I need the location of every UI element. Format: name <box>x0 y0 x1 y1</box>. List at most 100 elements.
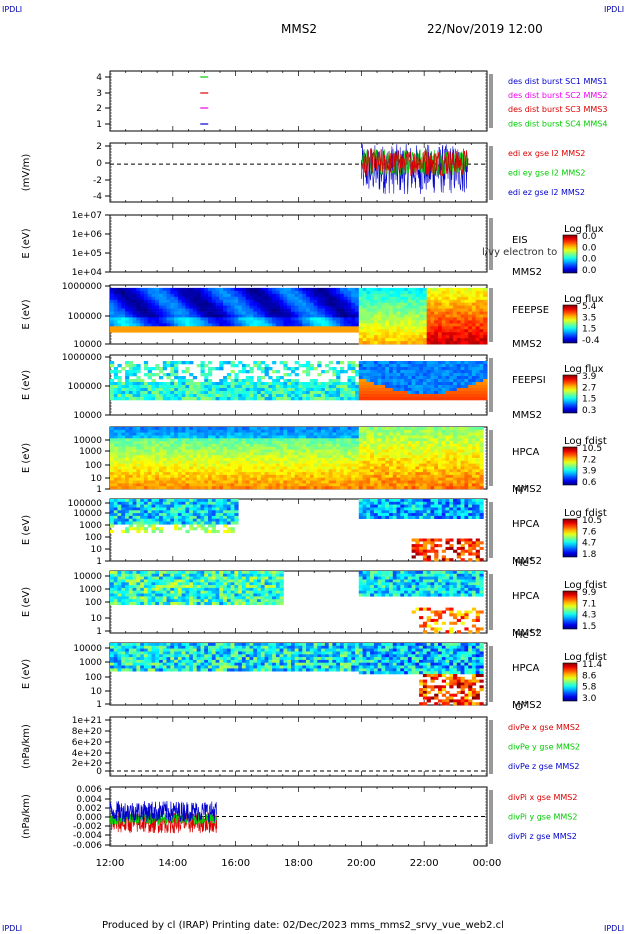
spectro-cell <box>189 449 194 453</box>
spectro-cell <box>377 290 382 295</box>
spectro-cell <box>453 335 458 339</box>
spectro-cell <box>313 314 318 318</box>
spectro-cell <box>140 385 145 389</box>
spectro-cell <box>279 299 284 304</box>
spectro-cell <box>143 308 149 312</box>
spectro-cell <box>389 332 394 336</box>
spectro-cell <box>317 388 322 392</box>
spectro-cell <box>438 338 443 342</box>
spectro-cell <box>287 296 292 301</box>
spectro-cell <box>275 296 281 301</box>
spectro-cell <box>170 429 175 433</box>
spectro-cell <box>143 394 149 398</box>
spectro-cell <box>170 458 175 462</box>
spectro-cell <box>449 341 454 345</box>
spectro-cell <box>238 474 243 478</box>
spectro-cell <box>234 296 239 301</box>
spectro-cell <box>309 320 314 324</box>
spectro-cell <box>460 290 465 295</box>
spectro-cell <box>170 477 175 481</box>
spectro-cell <box>162 385 167 389</box>
spectro-cell <box>302 394 307 398</box>
spectro-cell <box>479 370 484 374</box>
spectro-cell <box>136 379 141 383</box>
spectro-cell <box>340 329 345 333</box>
spectro-cell <box>257 305 262 309</box>
spectro-cell <box>340 367 345 371</box>
spectro-cell <box>275 326 281 330</box>
spectro-cell <box>449 323 454 327</box>
spectro-cell <box>128 394 133 398</box>
spectro-cell <box>211 296 216 301</box>
spectro-cell <box>434 335 439 339</box>
spectro-cell <box>275 379 281 383</box>
spectro-cell <box>238 317 243 321</box>
spectro-cell <box>264 329 269 333</box>
spectro-cell <box>241 290 247 295</box>
spectro-cell <box>241 320 247 324</box>
spectro-cell <box>404 290 409 295</box>
spectro-cell <box>143 382 149 386</box>
spectro-cell <box>324 305 330 309</box>
spectro-cell <box>260 305 265 309</box>
y-tick-label: 1 <box>96 627 102 637</box>
spectro-cell <box>445 376 450 380</box>
spectro-cell <box>136 305 141 309</box>
spectro-cell <box>219 397 224 401</box>
spectro-cell <box>162 367 167 371</box>
spectro-cell <box>430 326 435 330</box>
spectro-cell <box>136 429 141 433</box>
spectro-cell <box>219 432 224 436</box>
spectro-cell <box>445 305 450 309</box>
spectro-cell <box>223 429 228 433</box>
panel-frame <box>109 716 488 777</box>
spectro-cell <box>279 287 284 292</box>
spectro-cell <box>283 290 288 295</box>
spectro-cell <box>298 394 303 398</box>
spectro-cell <box>430 320 435 324</box>
spectro-cell <box>226 435 232 439</box>
spectro-cell <box>373 308 379 312</box>
spectro-cell <box>234 305 239 309</box>
spectro-cell <box>185 443 190 447</box>
spectro-cell <box>204 364 209 368</box>
spectro-cell <box>234 311 239 315</box>
spectro-cell <box>302 314 307 318</box>
spectro-cell <box>208 290 213 295</box>
spectro-cell <box>294 326 299 330</box>
spectro-cell <box>468 397 473 401</box>
spectro-cell <box>226 305 232 309</box>
spectro-cell <box>479 299 484 304</box>
spectro-cell <box>464 290 469 295</box>
spectro-cell <box>347 329 352 333</box>
spectro-cell <box>287 323 292 327</box>
y-tick-label: 10 <box>91 614 103 624</box>
spectro-cell <box>471 293 477 298</box>
spectro-cell <box>162 432 167 436</box>
spectro-cell <box>136 293 141 298</box>
spectro-cell <box>140 472 145 476</box>
spectro-cell <box>125 480 130 484</box>
spectro-cell <box>223 452 228 456</box>
spectro-cell <box>170 388 175 392</box>
y-tick-label: 10 <box>91 545 103 555</box>
spectro-cell <box>415 361 420 365</box>
spectro-cell <box>415 388 420 392</box>
spectro-cell <box>336 314 341 318</box>
spectro-cell <box>464 341 469 345</box>
spectro-cell <box>189 480 194 484</box>
spectro-cell <box>200 432 205 436</box>
spectro-cell <box>257 317 262 321</box>
spectro-cell <box>234 432 239 436</box>
spectro-cell <box>317 305 322 309</box>
spectro-cell <box>143 427 149 431</box>
y-tick-label: -0.002 <box>73 822 102 832</box>
spectro-cell <box>407 287 412 292</box>
spectro-cell <box>211 477 216 481</box>
spectro-cell <box>426 305 431 309</box>
spectro-cell <box>438 370 443 374</box>
x-tick-label: 20:00 <box>347 858 376 869</box>
spectro-cell <box>189 446 194 450</box>
y-tick-label: 3 <box>96 89 102 99</box>
spectro-cell <box>113 458 118 462</box>
